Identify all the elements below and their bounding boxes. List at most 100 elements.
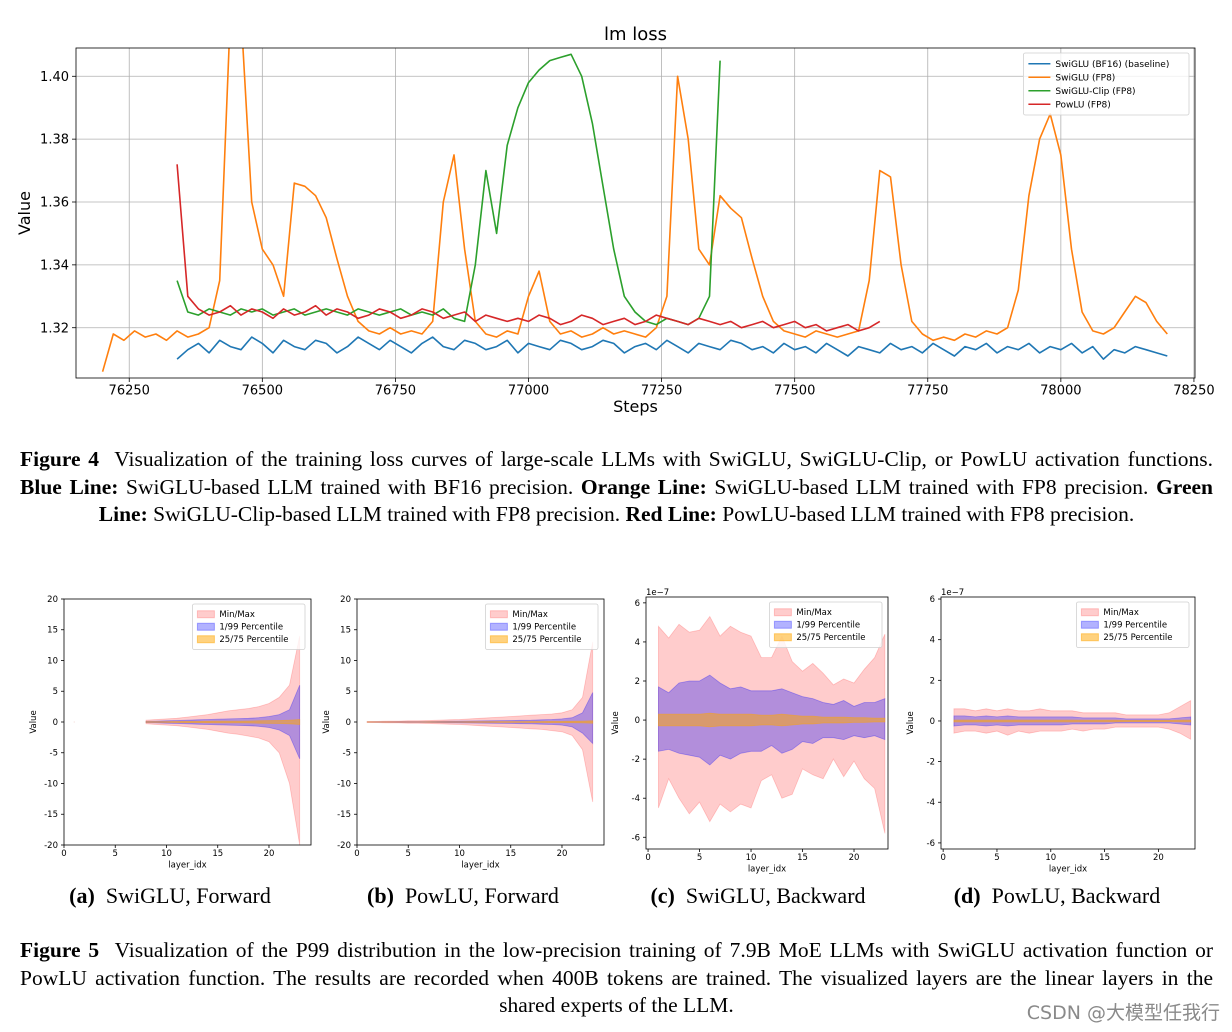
y-tick-label: 10 bbox=[340, 656, 351, 666]
x-tick-label: 0 bbox=[354, 849, 359, 859]
y-tick-label: -4 bbox=[632, 794, 640, 804]
subcaption-label: (b) bbox=[367, 883, 394, 908]
legend: Min/Max 1/99 Percentile 25/75 Percentile bbox=[191, 603, 306, 650]
legend-label: 1/99 Percentile bbox=[796, 621, 860, 631]
x-tick-label: 0 bbox=[940, 853, 945, 863]
x-tick-label: 20 bbox=[849, 853, 860, 863]
data-band bbox=[658, 712, 886, 728]
caption-run: SwiGLU-Clip-based LLM trained with FP8 p… bbox=[147, 502, 626, 526]
y-tick-label: 0 bbox=[346, 718, 351, 728]
plot-frame bbox=[75, 47, 1196, 379]
caption-run: SwiGLU-based LLM trained with BF16 preci… bbox=[118, 474, 581, 499]
x-tick-label: 5 bbox=[113, 849, 118, 859]
subcaption-text: SwiGLU, Forward bbox=[105, 883, 271, 908]
y-tick-label: -2 bbox=[632, 755, 640, 765]
y-tick-label: 2 bbox=[635, 677, 640, 687]
x-tick-label: 77000 bbox=[508, 383, 549, 398]
y-tick-label: -4 bbox=[927, 798, 935, 808]
legend-label: 1/99 Percentile bbox=[219, 623, 283, 633]
y-tick-label: 0 bbox=[930, 717, 935, 727]
legend: SwiGLU (BF16) (baseline) SwiGLU (FP8) SwiG… bbox=[1023, 52, 1190, 116]
legend-frame bbox=[484, 603, 599, 650]
x-tick-label: 15 bbox=[1099, 853, 1110, 863]
caption-run: Blue Line: bbox=[20, 474, 119, 499]
x-axis-label: layer_idx bbox=[748, 865, 786, 875]
legend-frame bbox=[1076, 601, 1190, 648]
x-tick-label: 15 bbox=[797, 853, 808, 863]
x-tick-label: 78000 bbox=[1040, 383, 1081, 398]
legend-swatch bbox=[773, 608, 792, 617]
x-tick-label: 10 bbox=[1045, 853, 1056, 863]
legend-swatch bbox=[1080, 608, 1099, 617]
chart: 76250 76500 76750 77000 77250 77500 77750 78000… bbox=[15, 24, 1215, 416]
legend-label: Min/Max bbox=[219, 610, 255, 620]
x-tick-label: 76500 bbox=[242, 383, 283, 398]
chart-title: lm loss bbox=[604, 24, 667, 45]
y-tick-label: -20 bbox=[44, 841, 58, 851]
legend-swatch bbox=[773, 620, 792, 629]
y-axis-label: Value bbox=[906, 711, 916, 734]
legend-label: 1/99 Percentile bbox=[1103, 621, 1167, 631]
legend-label: Min/Max bbox=[512, 610, 548, 620]
x-tick-label: 76750 bbox=[375, 383, 416, 398]
y-tick-label: 10 bbox=[47, 656, 58, 666]
x-tick-label: 5 bbox=[697, 853, 702, 863]
y-tick-label: 1.38 bbox=[40, 133, 69, 148]
subcaption-label: (a) bbox=[69, 883, 95, 908]
y-tick-label: -6 bbox=[927, 839, 935, 849]
watermark: CSDN @大模型任我行 bbox=[1026, 1002, 1220, 1024]
y-tick-label: 1.36 bbox=[40, 196, 69, 211]
legend-label: 25/75 Percentile bbox=[512, 635, 581, 645]
y-tick-label: 15 bbox=[47, 626, 58, 636]
x-tick-label: 10 bbox=[161, 849, 172, 859]
legend-swatch bbox=[1080, 633, 1099, 642]
caption-body: Visualization of the P99 distribution in… bbox=[20, 938, 1213, 1017]
y-tick-label: 0 bbox=[53, 718, 58, 728]
x-tick-label: 20 bbox=[264, 849, 275, 859]
x-tick-label: 77750 bbox=[907, 383, 948, 398]
y-tick-label: -6 bbox=[632, 833, 640, 843]
figure4-caption: Figure 4 Visualization of the training l… bbox=[20, 446, 1213, 529]
caption-run: Red Line: bbox=[625, 502, 717, 526]
legend-swatch bbox=[196, 635, 215, 644]
y-tick-label: 6 bbox=[635, 599, 640, 609]
x-tick-label: 5 bbox=[994, 853, 999, 863]
y-tick-label: -5 bbox=[343, 749, 351, 759]
x-tick-label: 5 bbox=[406, 849, 411, 859]
subcaption-label: (c) bbox=[650, 883, 675, 908]
legend-swatch bbox=[489, 622, 508, 631]
y-tick-label: -20 bbox=[337, 841, 351, 851]
legend-label: Min/Max bbox=[796, 608, 832, 618]
x-tick-label: 77250 bbox=[641, 383, 682, 398]
legend-swatch bbox=[1080, 620, 1099, 629]
x-tick-label: 15 bbox=[505, 849, 516, 859]
chart: 0 5 10 15 20 -20 -15 -10 -5 0 5 10 15 20 layer_idx Valu… bbox=[322, 595, 605, 871]
x-tick-label: 78250 bbox=[1173, 383, 1214, 398]
legend-frame bbox=[1023, 52, 1190, 116]
caption-run: Visualization of the training loss curve… bbox=[114, 447, 1213, 471]
legend-swatch bbox=[489, 610, 508, 619]
caption-run: Green Line: bbox=[98, 474, 1213, 527]
x-tick-label: 15 bbox=[212, 849, 223, 859]
y-tick-label: -15 bbox=[44, 810, 58, 820]
y-axis-label: Value bbox=[29, 710, 39, 733]
legend-swatch bbox=[489, 635, 508, 644]
data-band bbox=[953, 719, 1192, 723]
y-tick-label: -15 bbox=[337, 810, 351, 820]
x-axis-label: layer_idx bbox=[1049, 865, 1087, 875]
legend-label: 25/75 Percentile bbox=[219, 635, 288, 645]
x-axis-label: Steps bbox=[613, 397, 658, 416]
y-offset-label: 1e−7 bbox=[941, 588, 964, 598]
y-axis-label: Value bbox=[15, 191, 34, 235]
chart: 0 5 10 15 20 -20 -15 -10 -5 0 5 10 15 20 layer_idx Valu… bbox=[29, 595, 312, 871]
y-axis-label: Value bbox=[322, 710, 332, 733]
x-axis-label: layer_idx bbox=[168, 861, 206, 871]
legend: Min/Max 1/99 Percentile 25/75 Percentile bbox=[1076, 601, 1190, 648]
subcaption-text: PowLU, Backward bbox=[991, 883, 1161, 908]
subcaption-text: SwiGLU, Backward bbox=[685, 883, 866, 908]
y-tick-label: 1.34 bbox=[40, 258, 69, 273]
plot-frame bbox=[940, 596, 1196, 850]
y-tick-label: -5 bbox=[50, 749, 58, 759]
legend: Min/Max 1/99 Percentile 25/75 Percentile bbox=[769, 601, 883, 648]
y-axis-label: Value bbox=[611, 711, 621, 734]
